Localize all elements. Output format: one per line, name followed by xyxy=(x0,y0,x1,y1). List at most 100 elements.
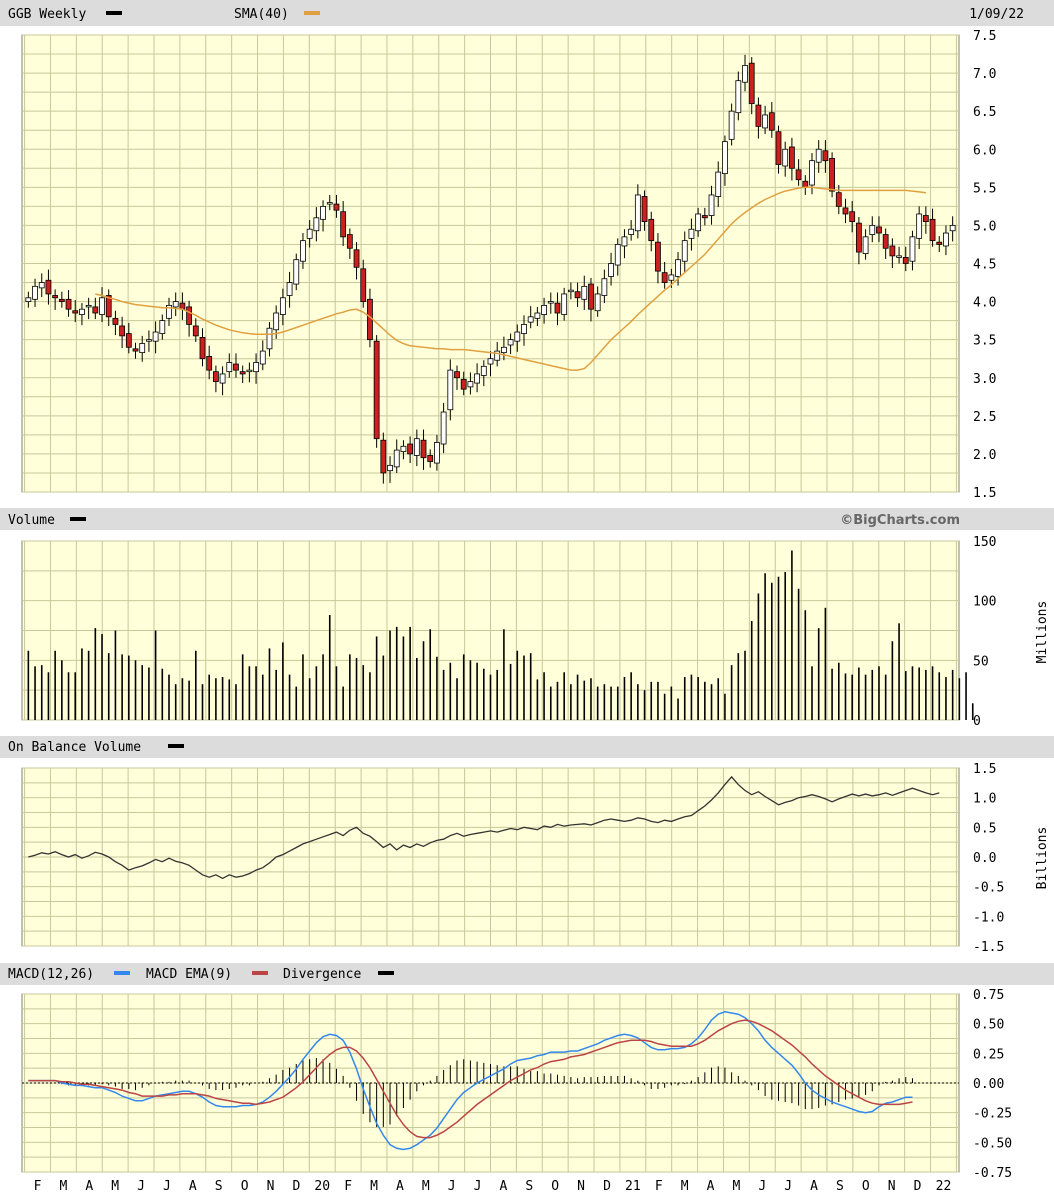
candle-body xyxy=(916,213,923,239)
x-month-label: A xyxy=(500,1179,508,1194)
candle-body xyxy=(755,104,762,127)
x-month-label: F xyxy=(34,1179,42,1194)
x-month-label: M xyxy=(60,1179,68,1194)
candle-body xyxy=(146,339,152,342)
macd-ytick-label: -0.25 xyxy=(973,1107,1012,1122)
x-month-label: M xyxy=(732,1179,740,1194)
candle-body xyxy=(400,445,407,453)
candle-body xyxy=(105,295,112,318)
candle-body xyxy=(581,285,588,300)
candle-body xyxy=(701,215,708,219)
sma40-line xyxy=(95,186,926,371)
macd-ema-legend-swatch xyxy=(252,971,268,975)
divergence-legend-swatch xyxy=(378,971,394,975)
symbol-label: GGB Weekly xyxy=(8,7,86,22)
obv-ytick-label: 0.5 xyxy=(973,821,996,836)
candle-body xyxy=(889,245,896,257)
x-month-label: M xyxy=(681,1179,689,1194)
obv-ytick-label: -1.5 xyxy=(973,940,1004,955)
candle-body xyxy=(789,146,795,169)
candle-body xyxy=(896,255,902,258)
obv-ytick-label: 1.0 xyxy=(973,792,996,807)
volume-ytick-label: 0 xyxy=(973,714,981,729)
candle-body xyxy=(226,362,233,373)
candle-body xyxy=(112,317,119,325)
candle-body xyxy=(748,62,755,104)
price-ytick-label: 6.0 xyxy=(973,143,996,158)
candle-body xyxy=(855,222,862,253)
candle-body xyxy=(641,196,648,223)
x-month-label: N xyxy=(577,1179,585,1194)
x-month-label: A xyxy=(810,1179,818,1194)
candle-body xyxy=(360,268,367,302)
candle-body xyxy=(795,169,802,181)
candle-body xyxy=(648,218,655,242)
candle-body xyxy=(943,232,949,247)
candle-body xyxy=(594,293,601,312)
candle-body xyxy=(293,259,300,285)
candle-body xyxy=(567,289,574,293)
candle-body xyxy=(253,362,259,373)
candle-body xyxy=(440,411,447,445)
candle-body xyxy=(675,259,681,277)
x-month-label: S xyxy=(215,1179,223,1194)
x-month-label: 22 xyxy=(936,1179,952,1194)
x-month-label: J xyxy=(137,1179,145,1194)
candle-body xyxy=(507,339,514,346)
candle-body xyxy=(32,285,38,300)
candle-body xyxy=(367,298,373,341)
macd-ytick-label: -0.50 xyxy=(973,1136,1012,1151)
candle-body xyxy=(447,369,454,411)
x-month-label: J xyxy=(163,1179,171,1194)
candle-body xyxy=(802,180,809,188)
candle-body xyxy=(621,236,628,247)
candle-body xyxy=(125,333,132,348)
candle-body xyxy=(668,274,675,281)
candle-body xyxy=(166,304,172,319)
x-month-label: J xyxy=(784,1179,792,1194)
candle-body xyxy=(742,65,748,83)
candle-body xyxy=(266,327,273,350)
candle-body xyxy=(661,272,668,283)
candle-body xyxy=(547,301,554,304)
candle-body xyxy=(85,304,92,308)
candle-body xyxy=(588,283,594,310)
candle-body xyxy=(454,371,460,379)
candle-body xyxy=(695,213,702,232)
candle-body xyxy=(279,297,286,315)
candle-body xyxy=(132,348,139,352)
macd-ytick-label: 0.00 xyxy=(973,1077,1004,1092)
candle-body xyxy=(373,340,380,440)
x-month-label: O xyxy=(862,1179,870,1194)
x-month-label: F xyxy=(655,1179,663,1194)
x-month-label: M xyxy=(422,1179,430,1194)
candle-body xyxy=(326,202,333,205)
candle-body xyxy=(500,346,507,354)
candle-body xyxy=(902,257,909,264)
obv-unit-label: Billions xyxy=(1035,827,1050,890)
x-month-label: 20 xyxy=(314,1179,330,1194)
volume-ytick-label: 100 xyxy=(973,595,996,610)
ticks-layer: 7.5 7.0 6.5 6.0 5.5 5.0 4.5 4.0 3.5 3.0 2.5 2.0 1.5 1… xyxy=(34,29,1013,1194)
volume-ytick-label: 50 xyxy=(973,654,989,669)
grid-layer xyxy=(22,34,959,1173)
candle-body xyxy=(233,363,239,371)
x-month-label: N xyxy=(888,1179,896,1194)
candle-body xyxy=(119,325,126,337)
candle-body xyxy=(849,211,856,223)
price-ytick-label: 1.5 xyxy=(973,486,996,501)
candle-body xyxy=(25,297,32,302)
price-ytick-label: 6.5 xyxy=(973,105,996,120)
macd-line xyxy=(28,1011,913,1151)
candle-body xyxy=(634,194,641,232)
candle-body xyxy=(715,171,722,197)
candle-body xyxy=(768,112,775,131)
volume-legend-swatch xyxy=(70,517,86,521)
candle-body xyxy=(52,295,59,299)
price-ytick-label: 4.5 xyxy=(973,258,996,273)
candle-body xyxy=(387,464,393,472)
volume-title-strip xyxy=(0,508,1054,530)
price-ytick-label: 5.0 xyxy=(973,219,996,234)
candle-body xyxy=(393,449,400,468)
candle-body xyxy=(99,297,105,315)
